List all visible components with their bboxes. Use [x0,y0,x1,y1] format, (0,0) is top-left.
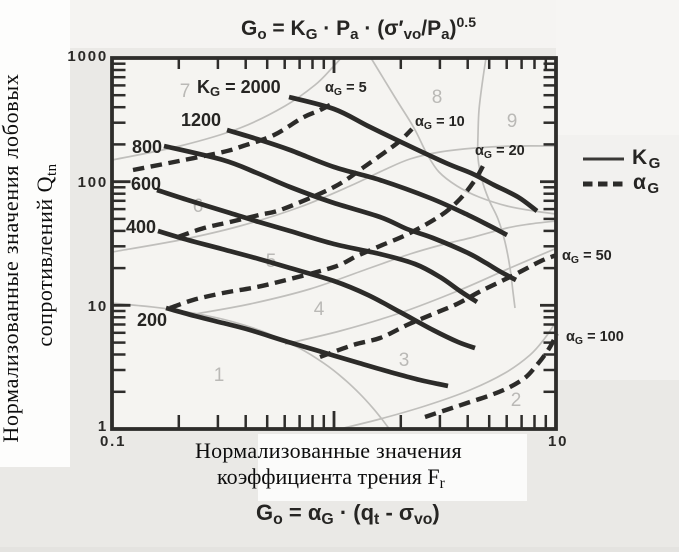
svg-text:8: 8 [432,87,443,108]
svg-text:7: 7 [180,81,191,102]
svg-text:1: 1 [214,365,225,386]
svg-text:6: 6 [193,196,204,217]
svg-text:9: 9 [507,111,518,132]
svg-text:4: 4 [314,299,325,320]
svg-text:сопротивлений Qtn: сопротивлений Qtn [32,163,60,346]
svg-text:Нормализованные значения лобов: Нормализованные значения лобовых [0,73,23,442]
svg-text:3: 3 [399,350,410,371]
svg-text:2: 2 [511,390,522,411]
